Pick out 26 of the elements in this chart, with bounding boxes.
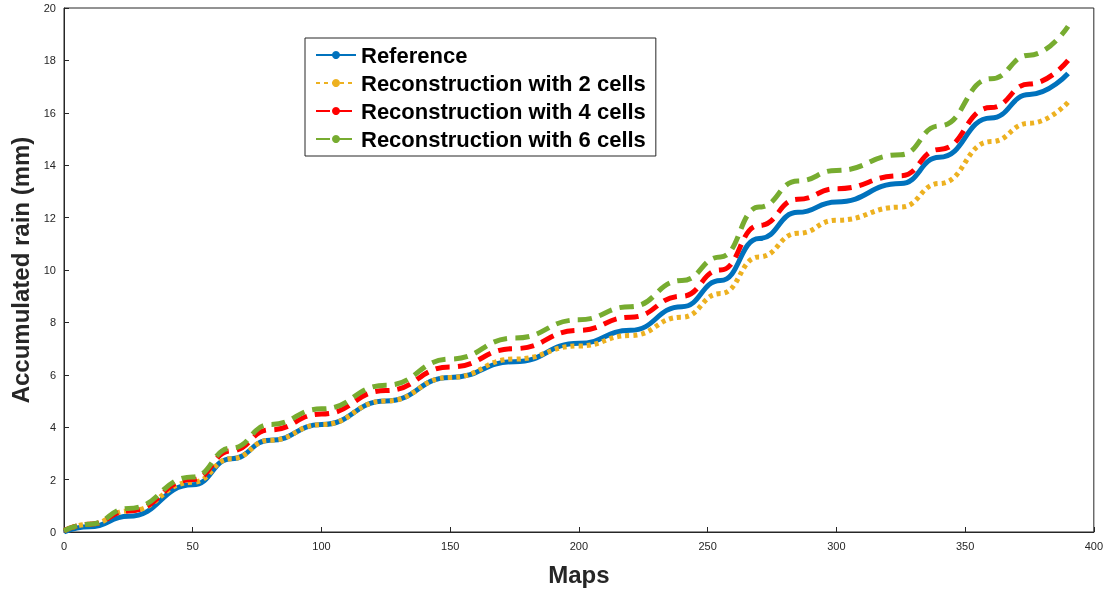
y-tick-label: 16 [43, 106, 56, 119]
y-axis-title: Accumulated rain (mm) [6, 136, 34, 404]
x-tick-label: 100 [312, 539, 331, 552]
legend-label: Reconstruction with 4 cells [361, 98, 646, 124]
y-tick-label: 20 [43, 2, 56, 14]
x-tick-label: 250 [698, 539, 717, 552]
y-tick-label: 10 [43, 264, 56, 276]
y-tick-label: 2 [49, 473, 56, 486]
y-tick-label: 0 [49, 526, 56, 538]
x-tick-label: 300 [827, 539, 846, 552]
y-tick-label: 8 [49, 316, 56, 329]
x-tick-label: 50 [186, 539, 199, 552]
legend-label: Reconstruction with 6 cells [361, 126, 646, 152]
y-tick-label: 18 [43, 54, 56, 67]
y-tick-label: 4 [49, 421, 56, 434]
y-tick-label: 12 [43, 211, 56, 224]
legend-label: Reconstruction with 2 cells [361, 70, 646, 96]
y-tick-label: 6 [49, 368, 56, 381]
legend-label: Reference [361, 42, 468, 68]
x-tick-label: 350 [955, 539, 975, 552]
x-tick-label: 150 [441, 539, 460, 552]
x-axis-title: Maps [548, 560, 610, 588]
x-tick-label: 200 [569, 539, 589, 552]
y-tick-label: 14 [43, 159, 56, 172]
x-tick-label: 0 [60, 539, 68, 552]
x-tick-label: 400 [1084, 539, 1103, 552]
